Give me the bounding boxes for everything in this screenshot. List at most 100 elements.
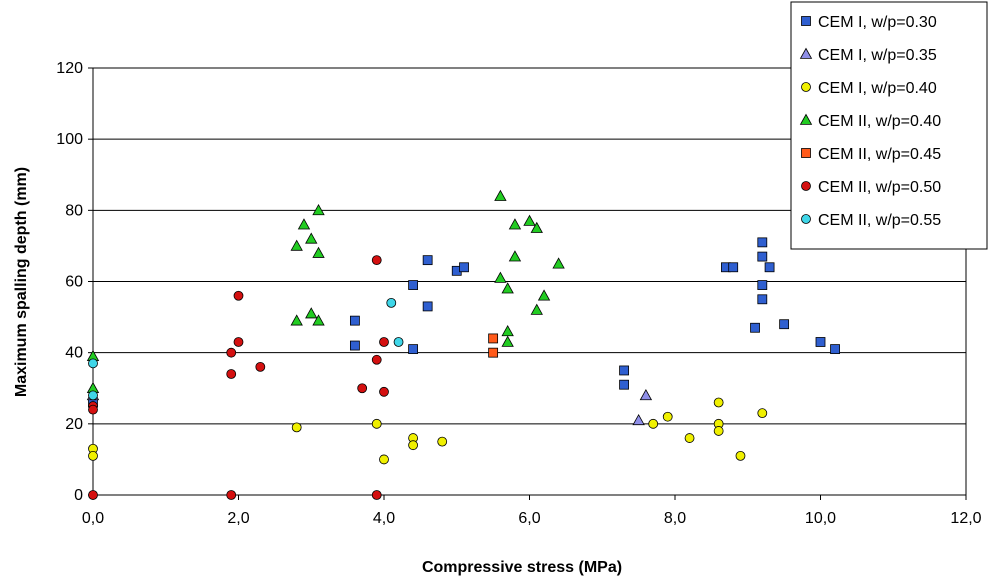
y-tick-label: 40 bbox=[65, 345, 83, 362]
data-point-series-1 bbox=[757, 280, 768, 290]
y-tick-label: 20 bbox=[65, 416, 83, 433]
data-point-series-3 bbox=[757, 408, 768, 419]
data-point-series-1 bbox=[619, 379, 629, 390]
legend-marker-series-2 bbox=[799, 47, 813, 59]
data-point-series-2 bbox=[632, 413, 645, 426]
y-tick-label: 120 bbox=[56, 60, 83, 77]
data-point-series-4 bbox=[305, 232, 318, 244]
legend-marker-series-4 bbox=[799, 113, 813, 125]
data-point-series-1 bbox=[757, 294, 768, 305]
data-point-series-1 bbox=[779, 319, 790, 330]
x-tick-label: 10,0 bbox=[805, 510, 836, 527]
data-point-series-6 bbox=[226, 490, 237, 500]
data-point-series-1 bbox=[750, 322, 760, 333]
data-point-series-1 bbox=[619, 365, 629, 376]
data-point-series-1 bbox=[764, 262, 775, 273]
data-point-series-3 bbox=[408, 440, 419, 451]
data-point-series-3 bbox=[371, 418, 382, 429]
data-point-series-1 bbox=[349, 340, 360, 351]
data-point-series-4 bbox=[508, 218, 522, 230]
data-point-series-1 bbox=[757, 237, 768, 248]
legend-label-series-4: CEM II, w/p=0.40 bbox=[818, 113, 941, 130]
data-point-series-3 bbox=[88, 450, 98, 461]
x-tick-label: 0,0 bbox=[82, 510, 104, 527]
data-point-series-3 bbox=[735, 450, 746, 461]
data-point-series-3 bbox=[648, 418, 659, 429]
data-point-series-6 bbox=[371, 255, 382, 266]
data-point-series-6 bbox=[233, 290, 244, 301]
data-point-series-6 bbox=[226, 347, 237, 358]
x-axis-ticks: 0,0 2,0 4,0 6,0 8,0 10,0 12,0 bbox=[82, 495, 982, 527]
legend-label-series-5: CEM II, w/p=0.45 bbox=[818, 146, 941, 163]
legend-marker-series-3 bbox=[801, 82, 811, 92]
data-point-series-7 bbox=[393, 337, 404, 347]
data-point-series-4 bbox=[494, 189, 507, 201]
data-point-series-4 bbox=[312, 246, 325, 258]
data-point-series-6 bbox=[88, 404, 98, 415]
data-point-series-5 bbox=[488, 347, 499, 358]
data-point-series-6 bbox=[88, 490, 98, 500]
data-point-series-4 bbox=[508, 250, 522, 262]
legend-label-series-1: CEM I, w/p=0.30 bbox=[818, 14, 937, 31]
legend-marker-series-7 bbox=[801, 214, 811, 224]
data-point-series-4 bbox=[297, 218, 311, 230]
x-tick-label: 12,0 bbox=[950, 510, 981, 527]
data-point-series-1 bbox=[815, 337, 826, 347]
x-axis-title: Compressive stress (MPa) bbox=[422, 559, 622, 576]
data-point-series-6 bbox=[255, 361, 266, 372]
x-tick-label: 8,0 bbox=[664, 510, 686, 527]
data-point-series-3 bbox=[291, 422, 302, 433]
data-point-series-6 bbox=[371, 354, 382, 365]
data-point-series-1 bbox=[408, 344, 419, 355]
data-point-series-4 bbox=[494, 271, 507, 283]
data-point-series-6 bbox=[233, 337, 244, 347]
data-point-series-3 bbox=[379, 454, 389, 465]
data-point-series-4 bbox=[290, 239, 303, 251]
legend-marker-series-6 bbox=[801, 181, 811, 191]
data-point-series-4 bbox=[501, 335, 514, 347]
legend: CEM I, w/p=0.30 CEM I, w/p=0.35 CEM I, w/p… bbox=[790, 1, 988, 250]
data-point-series-1 bbox=[830, 344, 840, 355]
gridlines bbox=[93, 138, 966, 425]
data-point-series-5 bbox=[488, 333, 499, 344]
y-tick-label: 80 bbox=[65, 202, 83, 219]
data-point-series-4 bbox=[305, 307, 318, 319]
data-point-series-3 bbox=[662, 411, 673, 422]
data-point-series-4 bbox=[312, 204, 325, 216]
data-point-series-4 bbox=[290, 314, 303, 326]
data-point-series-3 bbox=[713, 397, 724, 408]
legend-label-series-6: CEM II, w/p=0.50 bbox=[818, 179, 941, 196]
x-tick-label: 6,0 bbox=[518, 510, 540, 527]
data-point-series-7 bbox=[88, 390, 98, 401]
legend-label-series-7: CEM II, w/p=0.55 bbox=[818, 212, 941, 229]
data-point-series-1 bbox=[728, 262, 739, 273]
data-point-series-4 bbox=[501, 282, 514, 294]
data-point-series-4 bbox=[552, 257, 565, 269]
y-axis-title: Maximum spalling depth (mm) bbox=[13, 167, 30, 397]
legend-box bbox=[790, 1, 988, 250]
y-tick-label: 100 bbox=[56, 131, 83, 148]
data-point-series-6 bbox=[357, 383, 368, 394]
data-point-series-6 bbox=[379, 386, 389, 397]
x-tick-label: 4,0 bbox=[373, 510, 395, 527]
x-tick-label: 2,0 bbox=[227, 510, 249, 527]
data-point-series-3 bbox=[713, 426, 724, 436]
data-point-series-4 bbox=[312, 314, 325, 326]
legend-marker-series-5 bbox=[801, 148, 811, 158]
data-point-series-1 bbox=[757, 251, 768, 262]
data-point-series-3 bbox=[684, 433, 695, 443]
y-tick-label: 60 bbox=[65, 274, 83, 291]
data-point-series-1 bbox=[422, 255, 433, 266]
legend-marker-series-1 bbox=[801, 16, 811, 26]
data-point-series-3 bbox=[437, 436, 448, 447]
y-tick-label: 0 bbox=[74, 487, 83, 504]
data-points bbox=[86, 189, 840, 500]
data-point-series-4 bbox=[537, 289, 551, 301]
data-point-series-6 bbox=[226, 369, 237, 379]
data-point-series-7 bbox=[386, 297, 397, 308]
legend-label-series-3: CEM I, w/p=0.40 bbox=[818, 80, 937, 97]
data-point-series-1 bbox=[408, 280, 419, 290]
y-axis-ticks: 0 20 40 60 80 100 120 bbox=[56, 60, 93, 504]
data-point-series-4 bbox=[530, 303, 543, 315]
